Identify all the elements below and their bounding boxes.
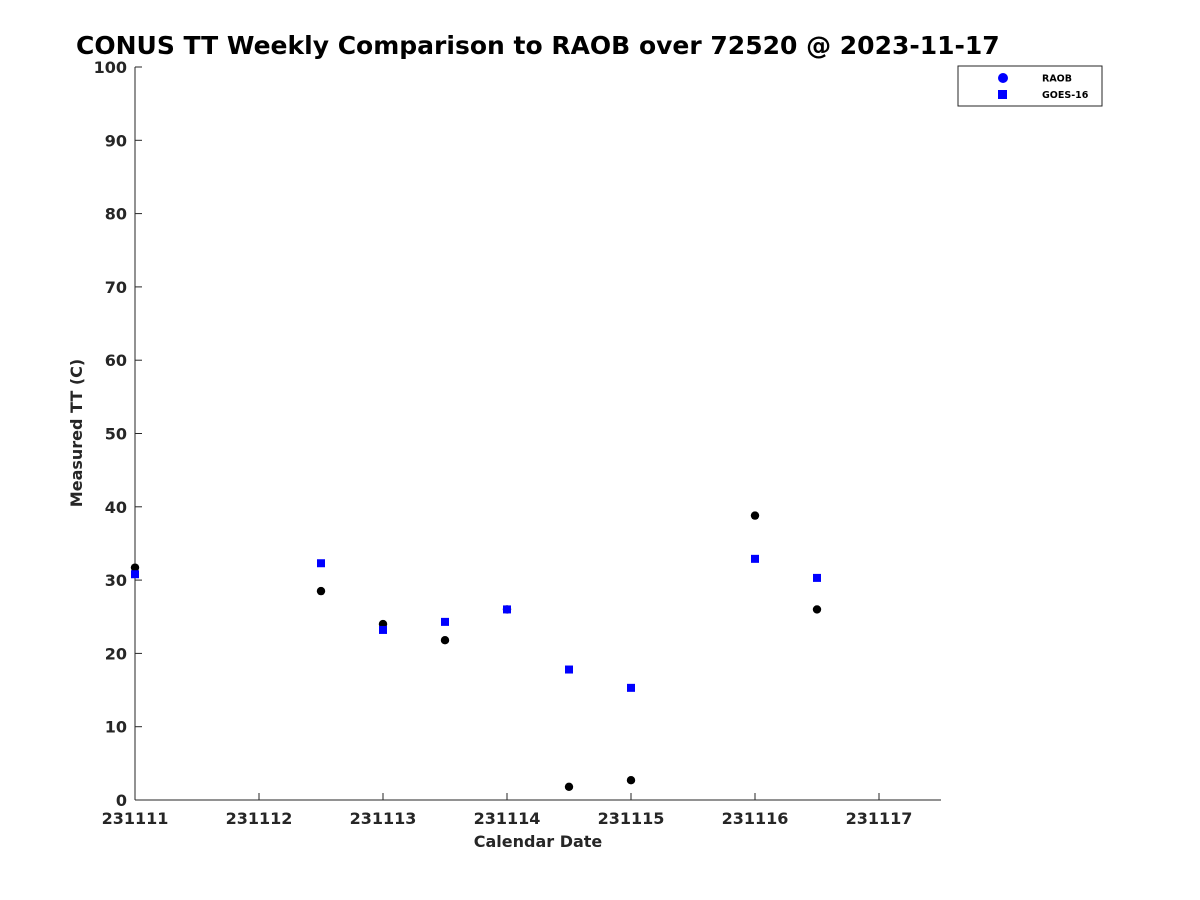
- y-axis-label: Measured TT (C): [67, 359, 86, 507]
- x-axis-label: Calendar Date: [474, 832, 603, 851]
- raob-point: [750, 511, 760, 520]
- legend: RAOB GOES-16: [957, 65, 1103, 107]
- y-tick-label: 70: [105, 278, 127, 297]
- goes16-point: [813, 573, 821, 582]
- goes16-point: [131, 570, 139, 579]
- legend-goes-marker: [998, 90, 1007, 99]
- legend-raob-marker: [998, 73, 1008, 83]
- x-tick-label: 231112: [226, 809, 293, 828]
- x-axis-ticks: 231111 231112 231113 231114 231115 231116 2311…: [102, 793, 913, 828]
- raob-point: [130, 563, 140, 572]
- y-tick-label: 80: [105, 205, 127, 224]
- raob-point: [812, 605, 822, 614]
- legend-box: [957, 65, 1103, 107]
- x-tick-label: 231114: [474, 809, 541, 828]
- goes16-point: [627, 683, 635, 692]
- goes16-point: [751, 554, 759, 563]
- y-axis-ticks: 0 10 20 30 40 50 60 70 80 90 100: [94, 58, 142, 810]
- x-tick-label: 231116: [722, 809, 789, 828]
- y-tick-label: 20: [105, 644, 127, 663]
- y-tick-label: 90: [105, 131, 127, 150]
- raob-point: [626, 776, 636, 785]
- goes16-point: [503, 605, 511, 614]
- legend-raob-label: RAOB: [1042, 74, 1072, 85]
- y-tick-label: 100: [94, 58, 127, 77]
- y-tick-label: 10: [105, 718, 127, 737]
- x-tick-label: 231115: [598, 809, 665, 828]
- x-tick-label: 231117: [846, 809, 913, 828]
- goes16-point: [441, 617, 449, 626]
- y-tick-label: 30: [105, 571, 127, 590]
- goes16-point: [565, 665, 573, 674]
- y-tick-label: 50: [105, 425, 127, 444]
- x-tick-label: 231113: [350, 809, 417, 828]
- raob-point: [440, 636, 450, 645]
- legend-goes-label: GOES-16: [1042, 90, 1089, 101]
- y-tick-label: 40: [105, 498, 127, 517]
- chart-title: CONUS TT Weekly Comparison to RAOB over …: [76, 31, 1000, 60]
- raob-point: [564, 782, 574, 792]
- raob-point: [316, 586, 326, 596]
- data-points: [130, 511, 822, 792]
- y-tick-label: 0: [116, 791, 127, 810]
- goes16-point: [379, 625, 387, 634]
- axes: [134, 67, 941, 801]
- goes16-point: [317, 559, 325, 568]
- y-tick-label: 60: [105, 351, 127, 370]
- x-tick-label: 231111: [102, 809, 169, 828]
